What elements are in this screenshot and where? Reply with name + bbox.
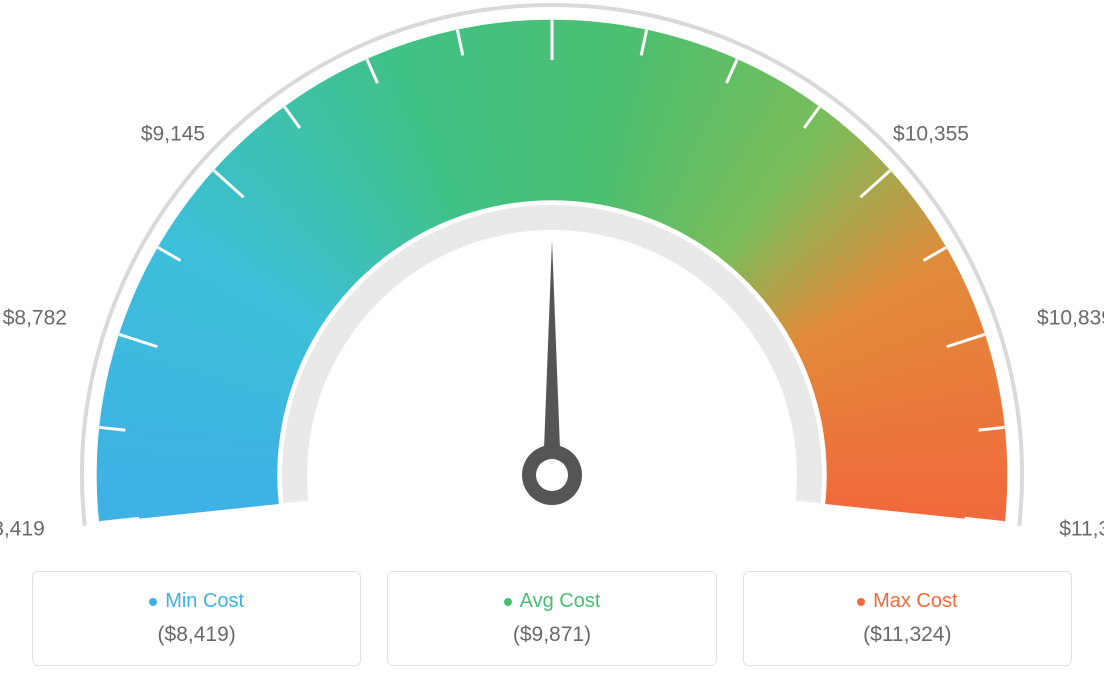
avg-cost-value: ($9,871)	[398, 623, 705, 647]
svg-text:$8,419: $8,419	[0, 517, 45, 540]
svg-text:$10,355: $10,355	[893, 123, 969, 146]
svg-text:$9,145: $9,145	[141, 123, 205, 146]
avg-cost-title-row: Avg Cost	[504, 590, 601, 613]
avg-cost-card: Avg Cost ($9,871)	[387, 571, 716, 666]
min-cost-title-row: Min Cost	[149, 590, 244, 613]
avg-cost-title: Avg Cost	[520, 590, 601, 613]
max-dot-icon	[857, 598, 865, 606]
svg-text:$8,782: $8,782	[3, 306, 67, 329]
avg-dot-icon	[504, 598, 512, 606]
svg-text:$11,324: $11,324	[1059, 517, 1104, 540]
min-cost-card: Min Cost ($8,419)	[32, 571, 361, 666]
chart-container: $8,419$8,782$9,145$9,871$10,355$10,839$1…	[0, 0, 1104, 690]
min-cost-value: ($8,419)	[43, 623, 350, 647]
min-cost-title: Min Cost	[165, 590, 244, 613]
summary-cards: Min Cost ($8,419) Avg Cost ($9,871) Max …	[32, 571, 1072, 666]
max-cost-value: ($11,324)	[754, 623, 1061, 647]
svg-text:$10,839: $10,839	[1037, 306, 1104, 329]
gauge-chart: $8,419$8,782$9,145$9,871$10,355$10,839$1…	[0, 0, 1104, 550]
max-cost-card: Max Cost ($11,324)	[743, 571, 1072, 666]
gauge-svg: $8,419$8,782$9,145$9,871$10,355$10,839$1…	[0, 0, 1104, 560]
min-dot-icon	[149, 598, 157, 606]
max-cost-title-row: Max Cost	[857, 590, 957, 613]
max-cost-title: Max Cost	[873, 590, 957, 613]
